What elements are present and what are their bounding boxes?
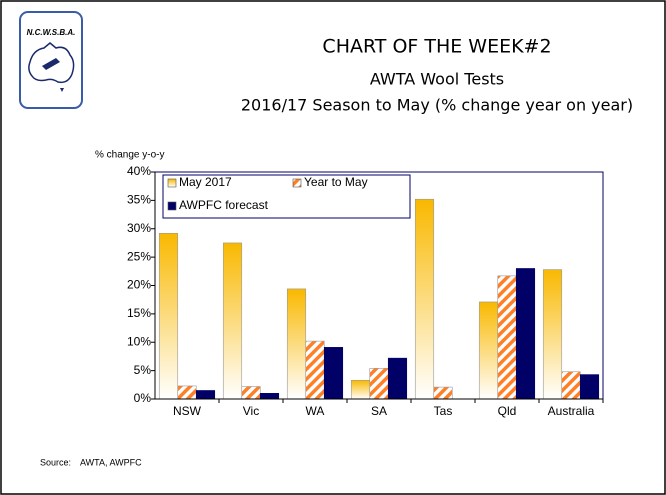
legend-swatch xyxy=(167,201,177,211)
logo-text: N.C.W.S.B.A. xyxy=(27,28,76,37)
y-tick-label: 10% xyxy=(127,334,151,348)
y-tick-label: 40% xyxy=(127,164,151,178)
x-tick-label: Qld xyxy=(498,404,517,418)
x-tick-label: Tas xyxy=(434,404,453,418)
y-tick-label: 35% xyxy=(127,193,151,207)
bar xyxy=(323,347,344,400)
bar xyxy=(195,390,216,400)
logo-frame xyxy=(19,11,83,109)
bar xyxy=(350,379,371,400)
bar xyxy=(241,386,261,400)
bar xyxy=(158,232,179,400)
x-tick-label: WA xyxy=(306,404,325,418)
bar xyxy=(579,374,600,400)
bar xyxy=(387,357,408,400)
chart-subtitle: AWTA Wool Tests xyxy=(370,70,504,89)
bar xyxy=(177,385,197,400)
bar xyxy=(414,198,435,400)
legend xyxy=(162,174,411,219)
bar xyxy=(222,242,243,400)
y-tick-label: 15% xyxy=(127,306,151,320)
bar xyxy=(542,269,563,400)
y-tick-label: 30% xyxy=(127,221,151,235)
x-tick-label: NSW xyxy=(173,404,202,418)
chart-title: CHART OF THE WEEK#2 xyxy=(322,36,551,58)
bar xyxy=(286,288,307,400)
logo-map xyxy=(28,42,75,84)
y-tick-label: 0% xyxy=(134,391,152,405)
x-tick-label: Australia xyxy=(548,404,595,418)
logo: N.C.W.S.B.A. xyxy=(19,11,83,109)
logo-tas xyxy=(60,88,64,92)
legend-swatch xyxy=(167,178,177,188)
bar xyxy=(497,275,517,400)
y-tick-label: 25% xyxy=(127,249,151,263)
bar xyxy=(259,393,280,400)
y-tick-label: 5% xyxy=(134,363,152,377)
chart-subtitle: 2016/17 Season to May (% change year on … xyxy=(241,96,633,115)
source-label: Source: xyxy=(40,457,71,467)
bar xyxy=(478,301,499,400)
bar xyxy=(561,371,581,400)
legend-swatch xyxy=(292,178,302,188)
bar xyxy=(305,340,325,400)
y-axis-label: % change y-o-y xyxy=(95,150,164,161)
y-tick-label: 20% xyxy=(127,278,151,292)
x-tick-label: Vic xyxy=(243,404,259,418)
legend-label: Year to May xyxy=(304,175,368,189)
source: AWTA, AWPFC xyxy=(80,457,142,467)
bar xyxy=(515,268,536,400)
bar xyxy=(433,386,453,400)
logo-icon xyxy=(42,58,60,70)
bar xyxy=(369,368,389,400)
legend-label: May 2017 xyxy=(179,175,232,189)
legend-label: AWPFC forecast xyxy=(179,198,269,212)
x-tick-label: SA xyxy=(371,404,387,418)
